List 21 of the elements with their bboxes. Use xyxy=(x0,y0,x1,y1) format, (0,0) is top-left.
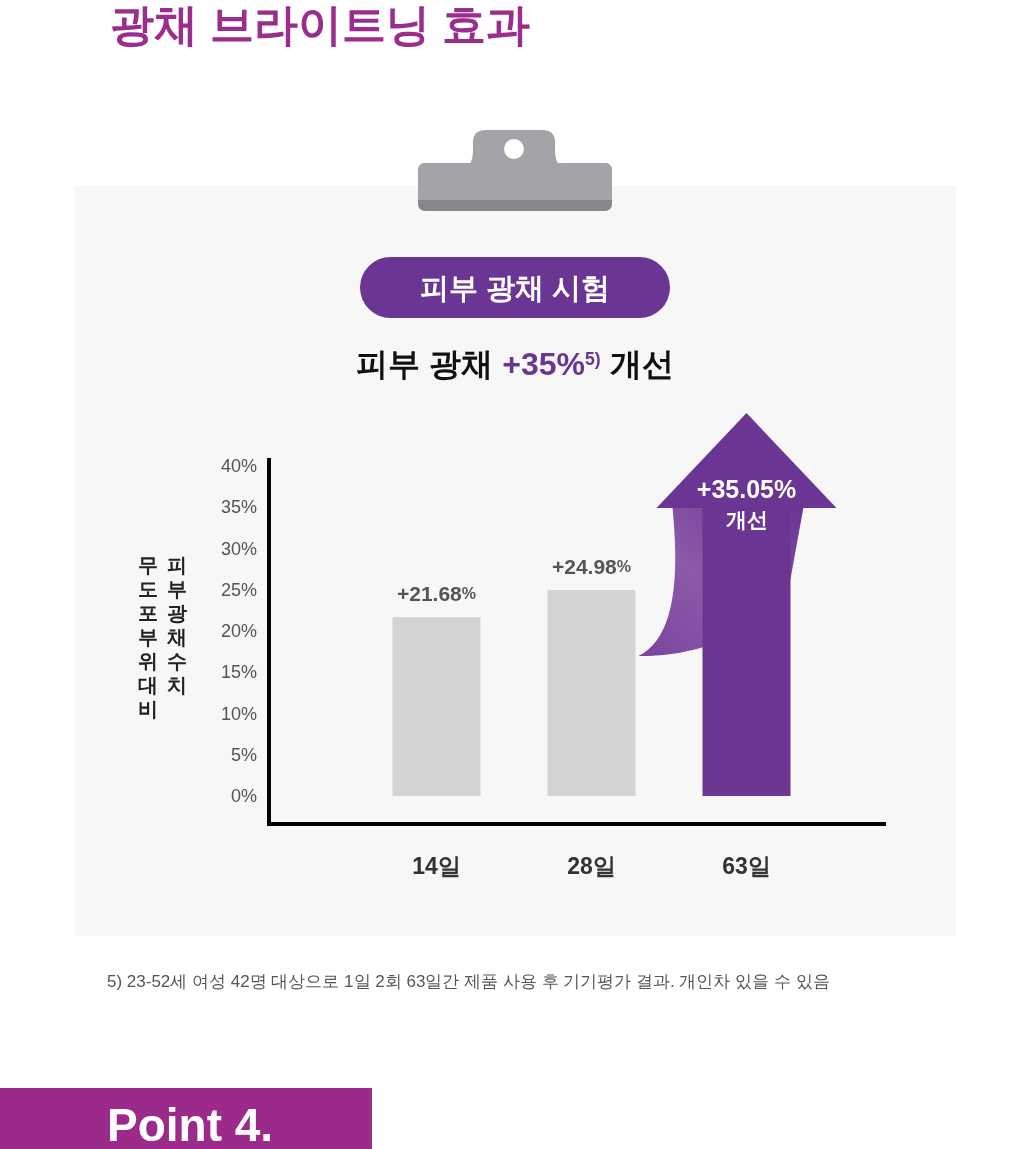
x-tick-label: 63일 xyxy=(722,853,771,879)
text: 피부 광채수치 무도포 부위 대비 xyxy=(137,554,187,720)
text: 5) 23-52세 여성 42명 대상으로 1일 2회 63일간 제품 사용 후 기기평가 결과. 개인차 있을 수 있음 xyxy=(107,972,830,991)
chart-title: 광채 브라이트닝 효과 xyxy=(110,0,531,49)
data-label: +35.05% 개선 xyxy=(696,475,797,531)
y-tick-label: 40% xyxy=(220,456,257,477)
y-tick-label: 5% xyxy=(230,744,257,765)
y-tick-label: 0% xyxy=(230,785,257,806)
y-tick-label: 30% xyxy=(220,538,257,559)
y-tick-label: 15% xyxy=(220,662,257,683)
y-tick-label: 35% xyxy=(220,497,257,518)
x-tick-label: 14일 xyxy=(412,853,461,879)
data-label: +24.98% xyxy=(551,554,632,578)
x-tick-label: 28일 xyxy=(567,853,616,879)
y-tick-label: 25% xyxy=(220,579,257,600)
y-tick-label: 10% xyxy=(220,703,257,724)
text: 피부 광채 +35%$^{5)}$ 개선 xyxy=(356,346,674,382)
y-tick-label: 20% xyxy=(220,621,257,642)
data-label: +21.68% xyxy=(396,581,477,605)
text: Point 4. xyxy=(107,1099,274,1149)
chart-subtitle: 피부 광채 시험 xyxy=(419,272,611,304)
